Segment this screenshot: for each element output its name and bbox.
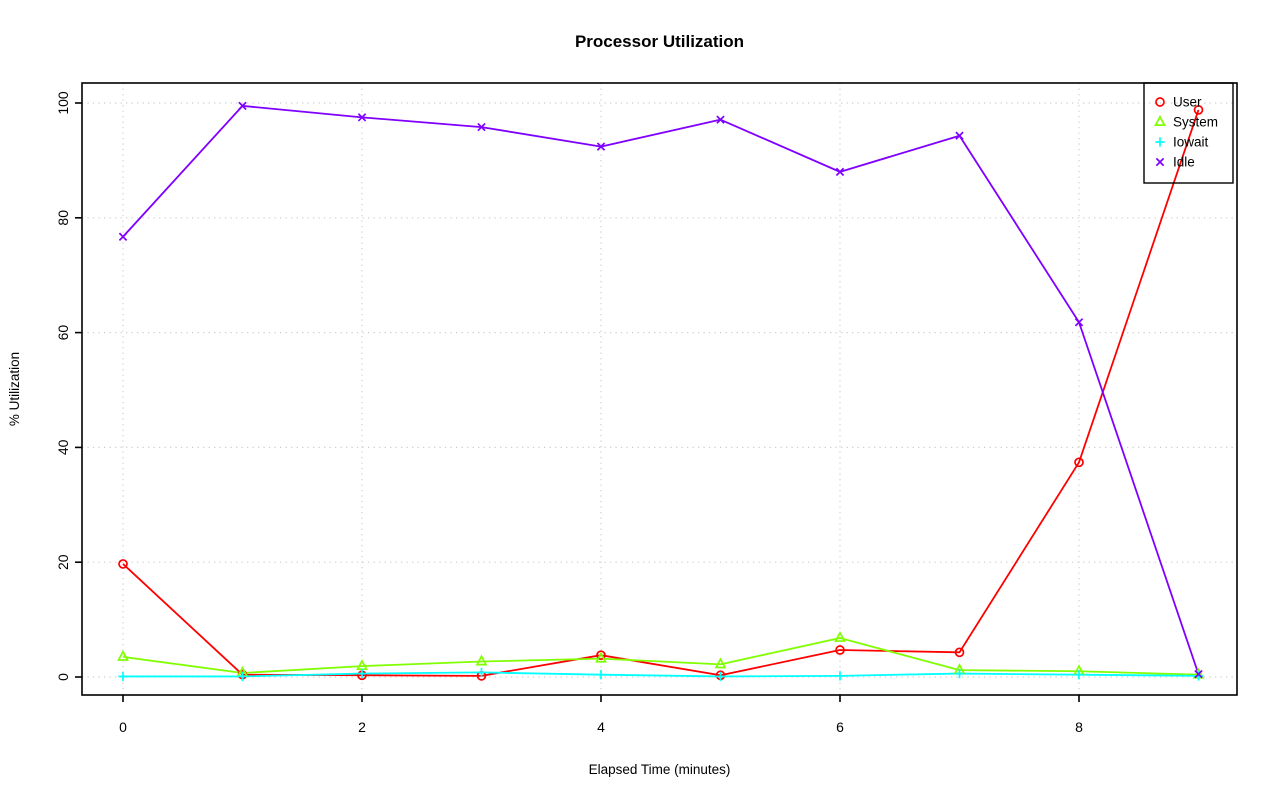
x-tick-label: 6	[836, 719, 844, 735]
data-point-idle	[955, 131, 964, 140]
data-point-idle	[835, 167, 845, 177]
x-tick-label: 8	[1075, 719, 1083, 735]
data-point-iowait	[1074, 670, 1084, 680]
x-marker-glyph	[1194, 669, 1203, 679]
circle-marker-glyph	[1074, 457, 1084, 468]
data-point-user	[954, 647, 965, 658]
triangle-marker-glyph	[714, 657, 727, 669]
data-point-iowait	[715, 671, 726, 682]
triangle-marker-glyph	[1154, 115, 1166, 126]
legend-label: Iowait	[1173, 135, 1209, 150]
x-tick-label: 2	[358, 719, 366, 735]
data-point-system	[475, 654, 488, 666]
x-axis-label: Elapsed Time (minutes)	[589, 762, 731, 777]
circle-marker-glyph	[1193, 105, 1204, 115]
y-tick-label: 80	[55, 210, 71, 226]
circle-marker-glyph	[1155, 97, 1165, 107]
triangle-marker-glyph	[595, 651, 607, 663]
legend-box	[1143, 82, 1234, 184]
x-marker-glyph	[477, 122, 486, 132]
legend-item-system: System	[1154, 115, 1218, 130]
data-point-system	[714, 657, 727, 669]
x-tick-label: 4	[597, 719, 605, 735]
triangle-marker-glyph	[117, 649, 129, 661]
legend-item-iowait: Iowait	[1155, 135, 1209, 150]
legend-label: User	[1173, 95, 1202, 110]
data-point-iowait	[835, 671, 845, 681]
triangle-marker-glyph	[834, 630, 846, 642]
data-point-iowait	[596, 670, 606, 680]
y-axis-label: % Utilization	[7, 352, 22, 426]
plus-legend-marker-icon	[1155, 137, 1165, 147]
x-tick-label: 0	[119, 719, 127, 735]
x-marker-glyph	[596, 142, 606, 151]
chart-title: Processor Utilization	[575, 32, 744, 51]
data-point-idle	[118, 232, 128, 241]
data-point-iowait	[357, 668, 367, 679]
x-marker-glyph	[955, 131, 964, 140]
y-tick-label: 60	[55, 325, 71, 341]
x-marker-glyph	[1155, 157, 1165, 167]
data-point-iowait	[1193, 671, 1204, 681]
x-legend-marker-icon	[1155, 157, 1165, 167]
x-marker-glyph	[238, 101, 247, 111]
data-point-iowait	[954, 668, 965, 679]
data-point-user	[596, 650, 606, 661]
x-marker-glyph	[357, 113, 367, 122]
circle-marker-glyph	[835, 645, 845, 655]
triangle-marker-glyph	[475, 654, 488, 666]
data-point-system	[356, 659, 368, 671]
circle-legend-marker-icon	[1155, 97, 1165, 107]
y-tick-label: 100	[55, 91, 71, 115]
x-marker-glyph	[1074, 318, 1084, 327]
circle-marker-glyph	[954, 647, 965, 658]
data-point-user	[1193, 105, 1204, 115]
data-point-iowait	[237, 671, 248, 682]
data-point-user	[118, 559, 128, 569]
data-point-idle	[1074, 318, 1084, 327]
series-line-user	[122, 109, 1200, 677]
data-point-system	[117, 649, 129, 661]
triangle-legend-marker-icon	[1154, 115, 1166, 126]
data-point-system	[595, 651, 607, 663]
data-point-idle	[716, 115, 725, 124]
data-point-idle	[1194, 669, 1203, 679]
series-line-system	[122, 637, 1199, 676]
legend-item-user: User	[1155, 95, 1202, 110]
circle-marker-glyph	[596, 650, 606, 661]
y-tick-label: 0	[55, 673, 71, 681]
series-line-idle	[122, 104, 1200, 675]
legend-label: Idle	[1173, 155, 1195, 170]
series-line-iowait	[123, 671, 1199, 678]
data-point-idle	[357, 113, 367, 122]
data-point-idle	[238, 101, 247, 111]
y-tick-label: 20	[55, 554, 71, 570]
data-point-system	[834, 630, 846, 642]
x-marker-glyph	[118, 232, 128, 241]
circle-marker-glyph	[118, 559, 128, 569]
x-marker-glyph	[716, 115, 725, 124]
triangle-marker-glyph	[356, 659, 368, 671]
y-tick-label: 40	[55, 439, 71, 455]
data-point-idle	[477, 122, 486, 132]
data-point-user	[1074, 457, 1084, 468]
x-marker-glyph	[835, 167, 845, 177]
legend-item-idle: Idle	[1155, 155, 1195, 170]
data-point-user	[835, 645, 845, 655]
plot-border	[81, 82, 1238, 696]
legend-label: System	[1173, 115, 1218, 130]
data-point-idle	[596, 142, 606, 151]
data-point-iowait	[118, 671, 128, 682]
data-point-iowait	[476, 667, 487, 678]
